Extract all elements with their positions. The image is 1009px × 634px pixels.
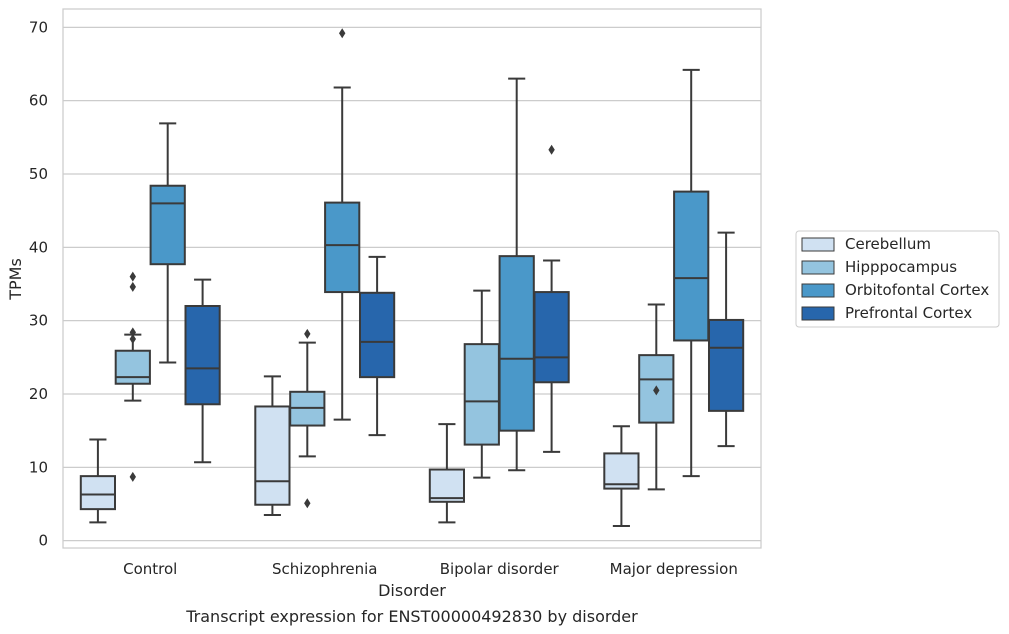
box-orbitofontal-cortex (149, 122, 186, 364)
outlier-point (129, 327, 136, 338)
box-orbitofontal-cortex (673, 68, 710, 478)
iqr-box (603, 452, 640, 490)
outlier-point (304, 328, 311, 339)
outlier-point (339, 28, 346, 39)
outlier-point (129, 271, 136, 282)
box-cerebellum (254, 375, 291, 516)
y-tick-label: 70 (29, 18, 48, 36)
iqr-box (498, 255, 535, 432)
iqr-box (114, 349, 151, 385)
box-cerebellum (428, 423, 466, 524)
outlier-point (548, 144, 555, 155)
x-tick-label: Major depression (610, 560, 738, 578)
iqr-box (533, 291, 570, 384)
iqr-box (707, 318, 745, 412)
x-tick-label: Control (123, 560, 177, 578)
outlier-point (653, 385, 660, 396)
y-tick-label: 50 (29, 165, 48, 183)
box-cerebellum (603, 425, 640, 527)
x-axis-ticks: Control Schizophrenia Bipolar disorder Majo… (123, 560, 738, 578)
plot-area-frame (62, 8, 762, 549)
y-axis-label: TPMs (6, 258, 25, 301)
y-tick-label: 0 (38, 532, 48, 550)
iqr-box (324, 201, 361, 294)
x-axis-label: Disorder (378, 581, 446, 600)
box-cerebellum (79, 438, 117, 524)
legend: Cerebellum Hipppocampus Orbitofontal Corte… (795, 230, 1000, 328)
box-orbitofontal-cortex (324, 28, 361, 421)
y-tick-label: 10 (29, 458, 48, 476)
legend-swatch (801, 283, 835, 298)
chart-caption: Transcript expression for ENST0000049283… (185, 607, 638, 626)
box-hipppocampus (463, 289, 500, 479)
y-tick-label: 20 (29, 385, 48, 403)
x-tick-label: Schizophrenia (272, 560, 377, 578)
y-tick-label: 30 (29, 312, 48, 330)
outlier-point (129, 334, 136, 344)
box-hipppocampus (289, 328, 326, 509)
iqr-box (79, 475, 117, 511)
outlier-point (304, 498, 311, 509)
box-hipppocampus (638, 303, 675, 491)
box-layer (79, 28, 745, 527)
x-tick-label: Bipolar disorder (440, 560, 560, 578)
iqr-box (358, 291, 396, 379)
legend-frame (795, 230, 1000, 328)
box-prefrontal-cortex (358, 255, 396, 437)
legend-swatch (801, 306, 835, 321)
y-axis-ticks: 0 10 20 30 40 50 60 70 (29, 18, 48, 549)
box-orbitofontal-cortex (498, 77, 535, 472)
legend-label: Hipppocampus (845, 258, 957, 276)
box-hipppocampus (114, 271, 151, 482)
legend-swatch (801, 260, 835, 275)
iqr-box (184, 305, 221, 406)
box-prefrontal-cortex (533, 144, 570, 453)
y-tick-label: 40 (29, 238, 48, 256)
y-tick-label: 60 (29, 92, 48, 110)
legend-label: Orbitofontal Cortex (845, 281, 989, 299)
legend-label: Cerebellum (845, 235, 931, 253)
outlier-point (129, 471, 136, 482)
box-prefrontal-cortex (184, 278, 221, 464)
outlier-point (129, 281, 136, 292)
iqr-box (254, 405, 291, 506)
iqr-box (428, 468, 466, 503)
iqr-box (149, 184, 186, 266)
legend-label: Prefrontal Cortex (845, 304, 972, 322)
iqr-box (673, 190, 710, 342)
box-prefrontal-cortex (707, 231, 745, 448)
legend-swatch (801, 237, 835, 252)
iqr-box (463, 343, 500, 446)
